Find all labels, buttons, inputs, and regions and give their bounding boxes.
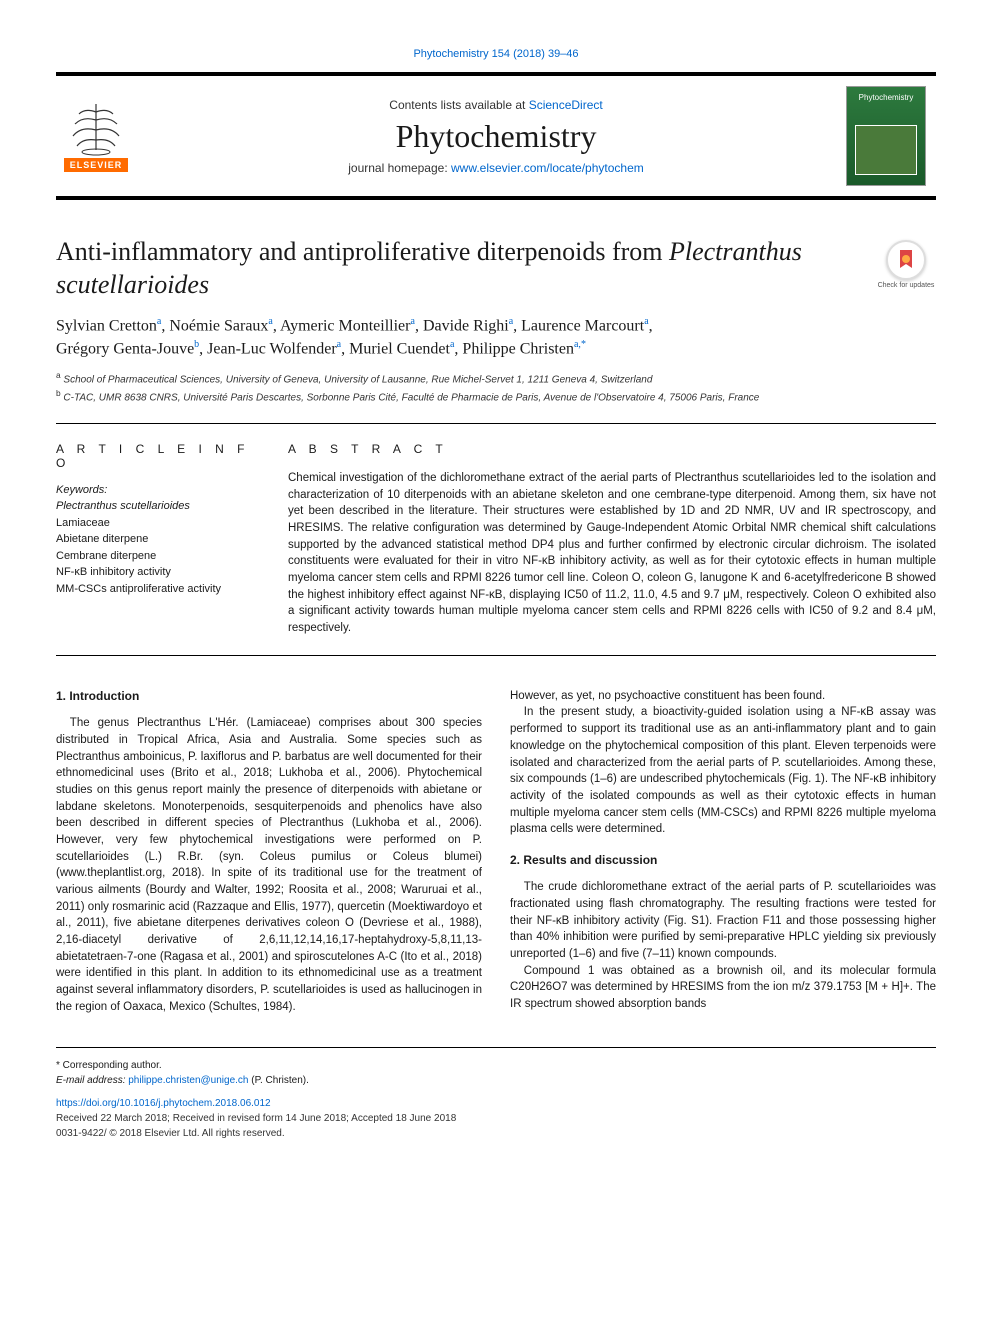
journal-cover-thumbnail[interactable]: Phytochemistry xyxy=(846,86,926,186)
homepage-link[interactable]: www.elsevier.com/locate/phytochem xyxy=(451,161,644,175)
contents-text: Contents lists available at xyxy=(389,98,528,112)
keywords-label: Keywords: xyxy=(56,484,256,496)
bookmark-check-icon xyxy=(894,248,918,272)
results-paragraph-2: Compound 1 was obtained as a brownish oi… xyxy=(510,963,936,1013)
article-info-column: A R T I C L E I N F O Keywords: Plectran… xyxy=(56,442,256,637)
keyword-6: MM-CSCs antiproliferative activity xyxy=(56,581,256,598)
section-1-title: 1. Introduction xyxy=(56,688,482,705)
header-center: Contents lists available at ScienceDirec… xyxy=(146,98,846,175)
footer-section: * Corresponding author. E-mail address: … xyxy=(56,1047,936,1141)
received-line: Received 22 March 2018; Received in revi… xyxy=(56,1111,936,1126)
journal-name: Phytochemistry xyxy=(146,118,846,155)
affiliation-b: b C-TAC, UMR 8638 CNRS, Université Paris… xyxy=(56,388,936,405)
author-4: , Davide Righi xyxy=(415,317,509,334)
check-updates-mark-icon xyxy=(886,240,926,280)
keyword-3: Abietane diterpene xyxy=(56,531,256,548)
email-suffix: (P. Christen). xyxy=(248,1075,308,1086)
affiliations: a School of Pharmaceutical Sciences, Uni… xyxy=(56,370,936,405)
copyright-line: 0031-9422/ © 2018 Elsevier Ltd. All righ… xyxy=(56,1126,936,1141)
affiliation-a: a School of Pharmaceutical Sciences, Uni… xyxy=(56,370,936,387)
homepage-label: journal homepage: xyxy=(348,161,451,175)
check-updates-label: Check for updates xyxy=(876,282,936,289)
elsevier-label: ELSEVIER xyxy=(64,158,129,172)
page-container: Phytochemistry 154 (2018) 39–46 ELSEVIER… xyxy=(0,0,992,1189)
divider-bottom xyxy=(56,655,936,656)
author-sep: , xyxy=(649,317,653,334)
author-2: , Noémie Saraux xyxy=(161,317,268,334)
journal-header-bar: ELSEVIER Contents lists available at Sci… xyxy=(56,72,936,200)
journal-cover-slot: Phytochemistry xyxy=(846,86,936,186)
keywords-list: Plectranthus scutellarioides Lamiaceae A… xyxy=(56,498,256,597)
corresponding-author-note: * Corresponding author. xyxy=(56,1058,936,1073)
body-column-right: However, as yet, no psychoactive constit… xyxy=(510,688,936,1015)
abstract-header: A B S T R A C T xyxy=(288,442,936,456)
sciencedirect-link[interactable]: ScienceDirect xyxy=(529,98,603,112)
corresponding-mark[interactable]: * xyxy=(581,339,586,350)
email-link[interactable]: philippe.christen@unige.ch xyxy=(128,1075,248,1086)
article-title: Anti-inflammatory and antiproliferative … xyxy=(56,236,858,301)
author-1: Sylvian Cretton xyxy=(56,317,157,334)
section-2-title: 2. Results and discussion xyxy=(510,852,936,869)
aff-sup-a8[interactable]: a, xyxy=(574,339,581,350)
abstract-column: A B S T R A C T Chemical investigation o… xyxy=(288,442,936,637)
email-line: E-mail address: philippe.christen@unige.… xyxy=(56,1073,936,1088)
authors-list: Sylvian Crettona, Noémie Sarauxa, Aymeri… xyxy=(56,315,936,360)
abstract-text: Chemical investigation of the dichlorome… xyxy=(288,470,936,637)
journal-issue-link: Phytochemistry 154 (2018) 39–46 xyxy=(56,48,936,60)
cover-image-placeholder xyxy=(855,125,917,175)
body-column-left: 1. Introduction The genus Plectranthus L… xyxy=(56,688,482,1015)
keyword-1: Plectranthus scutellarioides xyxy=(56,498,256,515)
keyword-5: NF-κB inhibitory activity xyxy=(56,564,256,581)
author-3: , Aymeric Monteillier xyxy=(273,317,411,334)
author-5: , Laurence Marcourt xyxy=(513,317,644,334)
intro-paragraph-cont: However, as yet, no psychoactive constit… xyxy=(510,688,936,705)
author-7: , Jean-Luc Wolfender xyxy=(199,340,336,357)
article-info-header: A R T I C L E I N F O xyxy=(56,442,256,470)
doi-link[interactable]: https://doi.org/10.1016/j.phytochem.2018… xyxy=(56,1098,271,1109)
author-6: Grégory Genta-Jouve xyxy=(56,340,194,357)
author-8: , Muriel Cuendet xyxy=(341,340,450,357)
contents-available-line: Contents lists available at ScienceDirec… xyxy=(146,98,846,112)
title-section: Anti-inflammatory and antiproliferative … xyxy=(56,236,936,301)
elsevier-tree-icon xyxy=(65,100,127,156)
body-two-columns: 1. Introduction The genus Plectranthus L… xyxy=(56,688,936,1015)
results-paragraph-1: The crude dichloromethane extract of the… xyxy=(510,879,936,962)
cover-label: Phytochemistry xyxy=(847,93,925,102)
elsevier-logo[interactable]: ELSEVIER xyxy=(56,96,136,176)
intro-paragraph-2: In the present study, a bioactivity-guid… xyxy=(510,704,936,837)
check-for-updates-badge[interactable]: Check for updates xyxy=(876,240,936,300)
title-prefix: Anti-inflammatory and antiproliferative … xyxy=(56,237,669,266)
author-9: , Philippe Christen xyxy=(454,340,574,357)
keyword-2: Lamiaceae xyxy=(56,515,256,532)
affiliation-a-text: School of Pharmaceutical Sciences, Unive… xyxy=(63,375,652,386)
divider-top xyxy=(56,423,936,424)
publisher-logo-slot: ELSEVIER xyxy=(56,96,146,176)
homepage-line: journal homepage: www.elsevier.com/locat… xyxy=(146,161,846,175)
issue-link[interactable]: Phytochemistry 154 (2018) 39–46 xyxy=(413,48,578,60)
info-abstract-row: A R T I C L E I N F O Keywords: Plectran… xyxy=(56,442,936,637)
doi-line: https://doi.org/10.1016/j.phytochem.2018… xyxy=(56,1096,936,1111)
affiliation-b-text: C-TAC, UMR 8638 CNRS, Université Paris D… xyxy=(63,392,759,403)
intro-paragraph-1: The genus Plectranthus L'Hér. (Lamiaceae… xyxy=(56,715,482,1015)
email-label: E-mail address: xyxy=(56,1075,128,1086)
keyword-4: Cembrane diterpene xyxy=(56,548,256,565)
